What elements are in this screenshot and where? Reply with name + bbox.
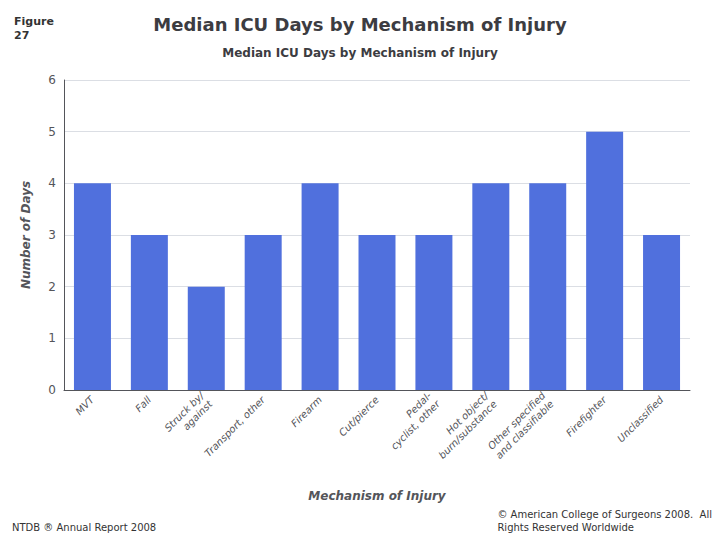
svg-text:Struck by/: Struck by/ <box>162 389 206 434</box>
svg-text:Cut/pierce: Cut/pierce <box>337 394 381 438</box>
svg-text:against: against <box>181 398 216 433</box>
svg-text:MVT: MVT <box>73 393 97 417</box>
svg-text:burn/substance: burn/substance <box>436 398 499 461</box>
svg-text:Unclassified: Unclassified <box>615 394 666 445</box>
svg-text:3: 3 <box>48 228 56 242</box>
svg-text:Figure: Figure <box>14 15 54 28</box>
svg-text:and classifiable: and classifiable <box>493 398 555 460</box>
svg-text:Rights Reserved Worldwide: Rights Reserved Worldwide <box>497 522 634 533</box>
svg-text:Mechanism of Injury: Mechanism of Injury <box>308 489 447 503</box>
svg-text:Other specified: Other specified <box>485 389 548 452</box>
svg-text:5: 5 <box>48 125 56 139</box>
svg-text:1: 1 <box>48 331 56 345</box>
svg-text:Number of Days: Number of Days <box>19 181 33 289</box>
svg-text:cyclist, other: cyclist, other <box>389 398 443 452</box>
svg-text:Median ICU Days by Mechanism o: Median ICU Days by Mechanism of Injury <box>153 14 567 35</box>
svg-text:Firefighter: Firefighter <box>564 393 609 438</box>
svg-text:Pedal-: Pedal- <box>403 389 434 420</box>
svg-text:27: 27 <box>14 29 29 42</box>
svg-text:© American College of Surgeons: © American College of Surgeons 2008. All <box>497 509 712 520</box>
svg-text:4: 4 <box>48 176 56 190</box>
svg-text:Median ICU Days by Mechanism o: Median ICU Days by Mechanism of Injury <box>222 46 498 60</box>
svg-text:Firearm: Firearm <box>289 394 324 429</box>
svg-text:0: 0 <box>48 383 56 397</box>
svg-text:2: 2 <box>48 280 56 294</box>
svg-text:Transport, other: Transport, other <box>202 393 267 458</box>
svg-text:6: 6 <box>48 73 56 87</box>
svg-text:Fall: Fall <box>133 394 153 414</box>
svg-text:Hot object/: Hot object/ <box>443 389 491 437</box>
svg-text:NTDB ® Annual Report 2008: NTDB ® Annual Report 2008 <box>12 522 156 533</box>
